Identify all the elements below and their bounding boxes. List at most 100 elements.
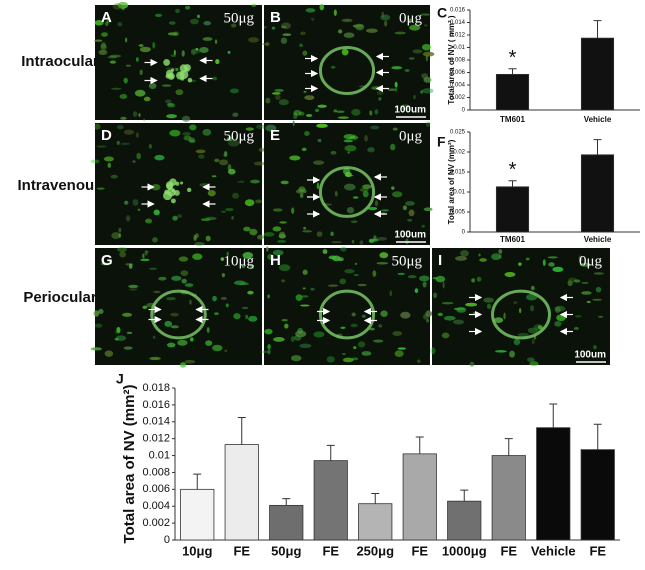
fluorescence — [237, 180, 245, 184]
fluorescence — [381, 11, 385, 18]
fluorescence — [140, 258, 150, 262]
fluorescence — [116, 246, 128, 252]
fluorescence — [278, 99, 289, 106]
panel-label: D — [101, 127, 112, 144]
fluorescence — [350, 323, 358, 328]
vessel — [170, 198, 176, 204]
fluorescence — [330, 231, 334, 237]
fluorescence — [274, 88, 284, 92]
x-tick-label: 1000μg — [442, 543, 487, 558]
fluorescence — [531, 338, 535, 345]
fluorescence — [405, 201, 415, 206]
x-tick-label: 250μg — [356, 543, 394, 558]
fluorescence — [206, 327, 210, 333]
y-tick-label: 0 — [462, 108, 466, 114]
fluorescence — [479, 258, 487, 262]
fluorescence — [165, 67, 177, 70]
fluorescence — [225, 207, 234, 212]
micrograph-background — [264, 248, 430, 365]
fluorescence — [338, 29, 343, 34]
fluorescence — [220, 257, 225, 261]
x-tick-label: TM601 — [500, 115, 525, 124]
fluorescence — [96, 145, 107, 148]
fluorescence — [498, 254, 502, 259]
fluorescence — [271, 26, 276, 30]
fluorescence — [96, 187, 105, 190]
fluorescence — [228, 139, 240, 147]
fluorescence — [554, 305, 566, 312]
fluorescence — [311, 17, 315, 21]
bar — [536, 427, 571, 541]
fluorescence — [120, 116, 127, 120]
vessel — [187, 77, 193, 83]
fluorescence — [330, 241, 343, 244]
fluorescence — [241, 306, 249, 310]
fluorescence — [527, 327, 538, 334]
fluorescence — [342, 357, 354, 363]
x-tick-label: Vehicle — [584, 115, 612, 124]
dose-label: 50μg — [391, 253, 422, 269]
fluorescence — [212, 295, 217, 302]
fluorescence — [357, 283, 367, 287]
fluorescence — [279, 221, 287, 224]
fluorescence — [343, 133, 356, 140]
fluorescence — [299, 193, 304, 199]
fluorescence — [412, 49, 423, 54]
bar — [269, 504, 304, 541]
fluorescence — [573, 327, 579, 330]
fluorescence — [554, 320, 562, 327]
bar — [495, 186, 530, 233]
fluorescence — [119, 94, 128, 100]
scale-label: 100um — [394, 105, 426, 116]
fluorescence — [300, 31, 306, 35]
fluorescence — [374, 200, 379, 207]
fluorescence — [272, 249, 284, 256]
fluorescence — [267, 294, 270, 299]
fluorescence — [493, 317, 504, 324]
fluorescence — [226, 136, 233, 142]
fluorescence — [215, 59, 220, 65]
fluorescence — [138, 44, 144, 47]
fluorescence — [437, 312, 443, 317]
error-bar — [371, 493, 380, 504]
fluorescence — [132, 160, 136, 163]
fluorescence — [276, 239, 287, 243]
fluorescence — [317, 104, 327, 108]
fluorescence — [392, 331, 403, 336]
fluorescence — [132, 199, 139, 206]
fluorescence — [114, 330, 119, 334]
bar — [491, 455, 526, 541]
fluorescence — [93, 310, 100, 317]
fluorescence — [166, 342, 176, 348]
fluorescence — [257, 234, 265, 240]
micrograph: A 50μg — [94, 1, 262, 122]
fluorescence — [170, 54, 177, 58]
y-axis-label: Total area of NV (mm²) — [447, 139, 456, 224]
fluorescence — [407, 218, 413, 222]
fluorescence — [167, 32, 178, 36]
fluorescence — [250, 179, 260, 184]
fluorescence — [144, 250, 148, 256]
fluorescence — [116, 124, 124, 130]
fluorescence — [404, 69, 410, 72]
fluorescence — [586, 300, 591, 303]
fluorescence — [211, 175, 217, 178]
fluorescence — [327, 284, 339, 287]
fluorescence — [302, 269, 308, 275]
fluorescence — [389, 290, 392, 297]
y-tick-label: 0.008 — [142, 466, 170, 478]
fluorescence — [408, 209, 415, 217]
fluorescence — [351, 239, 355, 244]
fluorescence — [110, 87, 122, 90]
fluorescence — [248, 37, 259, 43]
fluorescence — [266, 246, 269, 252]
fluorescence — [202, 37, 213, 41]
vessel — [169, 74, 174, 79]
vessel — [163, 59, 171, 66]
fluorescence — [280, 180, 289, 185]
fluorescence — [442, 281, 445, 289]
fluorescence — [280, 37, 288, 44]
fluorescence — [177, 214, 183, 218]
fluorescence — [136, 152, 141, 160]
fluorescence — [103, 156, 114, 162]
